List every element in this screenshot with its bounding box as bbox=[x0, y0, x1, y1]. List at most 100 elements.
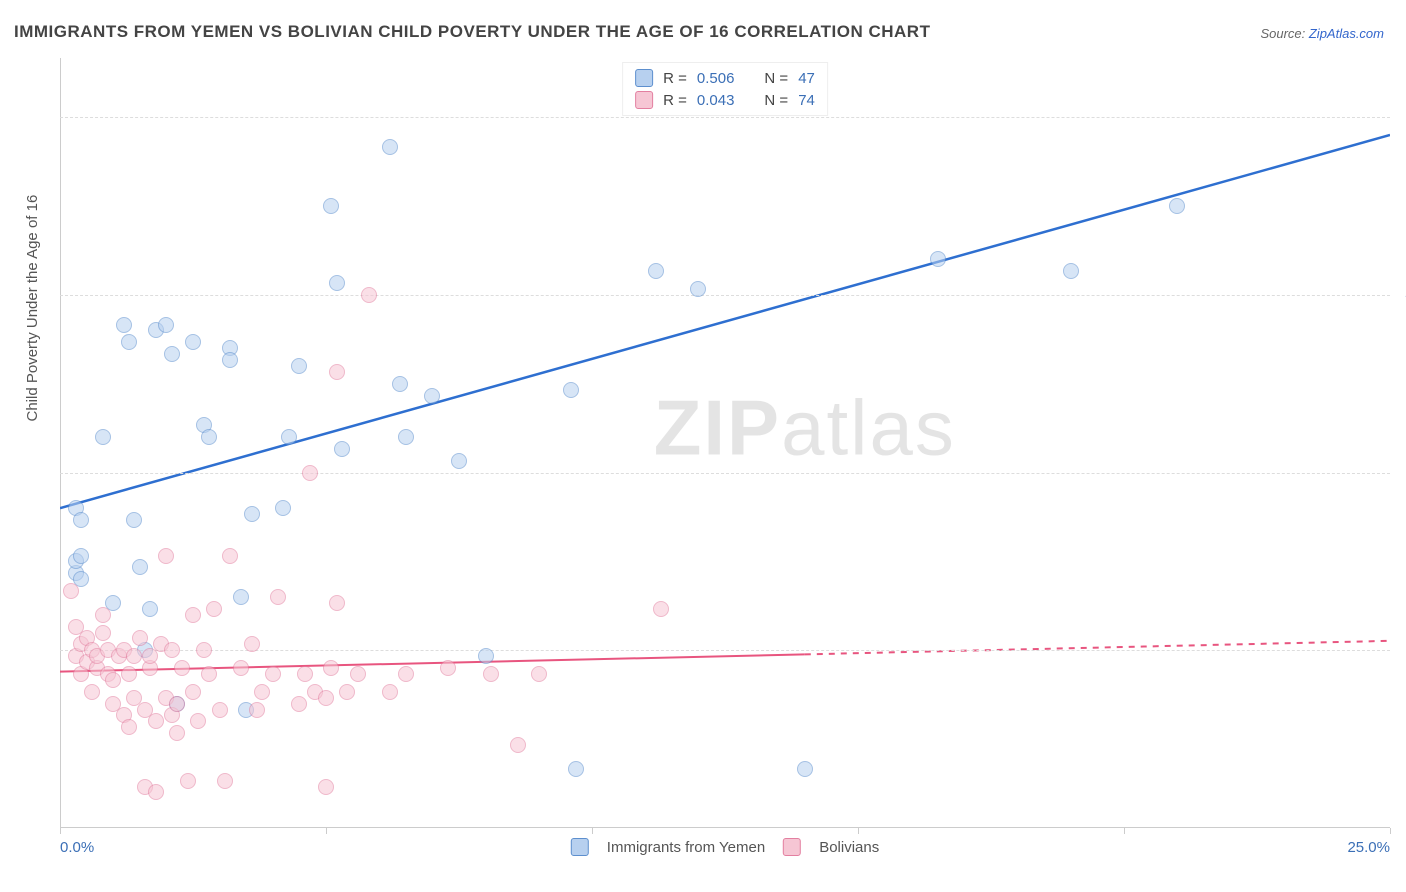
scatter-point-yemen bbox=[329, 275, 345, 291]
scatter-point-bolivians bbox=[291, 696, 307, 712]
y-axis-line bbox=[60, 58, 61, 828]
scatter-point-bolivians bbox=[212, 702, 228, 718]
scatter-point-bolivians bbox=[148, 784, 164, 800]
scatter-point-bolivians bbox=[95, 625, 111, 641]
plot-area: ZIPatlas R = 0.506 N = 47 R = 0.043 N = … bbox=[60, 58, 1390, 828]
scatter-point-bolivians bbox=[196, 642, 212, 658]
scatter-point-yemen bbox=[1169, 198, 1185, 214]
scatter-point-yemen bbox=[233, 589, 249, 605]
scatter-point-bolivians bbox=[244, 636, 260, 652]
scatter-point-bolivians bbox=[169, 696, 185, 712]
scatter-point-bolivians bbox=[318, 779, 334, 795]
scatter-point-yemen bbox=[73, 512, 89, 528]
scatter-point-yemen bbox=[121, 334, 137, 350]
gridline bbox=[60, 295, 1390, 296]
scatter-point-yemen bbox=[73, 548, 89, 564]
x-tick-label: 0.0% bbox=[60, 839, 94, 856]
scatter-point-bolivians bbox=[302, 465, 318, 481]
legend-series-box: Immigrants from Yemen Bolivians bbox=[571, 838, 879, 856]
scatter-point-yemen bbox=[275, 500, 291, 516]
scatter-point-bolivians bbox=[185, 684, 201, 700]
scatter-point-bolivians bbox=[217, 773, 233, 789]
scatter-point-yemen bbox=[323, 198, 339, 214]
watermark-light: atlas bbox=[781, 383, 956, 471]
scatter-point-bolivians bbox=[297, 666, 313, 682]
gridline bbox=[60, 117, 1390, 118]
r-label-text: R = bbox=[663, 70, 687, 87]
n-value-yemen: 47 bbox=[798, 70, 815, 87]
gridline bbox=[60, 650, 1390, 651]
scatter-point-yemen bbox=[1063, 263, 1079, 279]
scatter-point-bolivians bbox=[440, 660, 456, 676]
scatter-point-yemen bbox=[478, 648, 494, 664]
scatter-point-bolivians bbox=[254, 684, 270, 700]
y-tick-label: 15.0% bbox=[1398, 642, 1406, 659]
x-tick bbox=[858, 828, 859, 834]
source-prefix: Source: bbox=[1260, 26, 1308, 41]
x-tick bbox=[592, 828, 593, 834]
scatter-point-yemen bbox=[424, 388, 440, 404]
gridline bbox=[60, 473, 1390, 474]
source-link[interactable]: ZipAtlas.com bbox=[1309, 26, 1384, 41]
scatter-point-yemen bbox=[648, 263, 664, 279]
scatter-point-yemen bbox=[132, 559, 148, 575]
scatter-point-bolivians bbox=[510, 737, 526, 753]
scatter-point-yemen bbox=[126, 512, 142, 528]
x-axis-line bbox=[60, 827, 1390, 828]
scatter-point-yemen bbox=[690, 281, 706, 297]
scatter-point-yemen bbox=[392, 376, 408, 392]
scatter-point-yemen bbox=[281, 429, 297, 445]
n-label-text: N = bbox=[764, 70, 788, 87]
scatter-point-yemen bbox=[201, 429, 217, 445]
scatter-point-yemen bbox=[451, 453, 467, 469]
scatter-point-yemen bbox=[291, 358, 307, 374]
legend-row-yemen: R = 0.506 N = 47 bbox=[635, 67, 815, 89]
n-value-bolivians: 74 bbox=[798, 92, 815, 109]
scatter-point-bolivians bbox=[132, 630, 148, 646]
y-tick-label: 45.0% bbox=[1398, 286, 1406, 303]
watermark-text: ZIPatlas bbox=[654, 382, 956, 473]
scatter-point-bolivians bbox=[323, 660, 339, 676]
scatter-point-bolivians bbox=[483, 666, 499, 682]
scatter-point-yemen bbox=[334, 441, 350, 457]
scatter-point-bolivians bbox=[233, 660, 249, 676]
scatter-point-bolivians bbox=[63, 583, 79, 599]
scatter-point-bolivians bbox=[190, 713, 206, 729]
scatter-point-bolivians bbox=[148, 713, 164, 729]
scatter-point-bolivians bbox=[222, 548, 238, 564]
legend-label-bolivians: Bolivians bbox=[819, 839, 879, 856]
scatter-point-yemen bbox=[382, 139, 398, 155]
scatter-point-bolivians bbox=[169, 725, 185, 741]
legend-correlation-box: R = 0.506 N = 47 R = 0.043 N = 74 bbox=[622, 62, 828, 116]
scatter-point-bolivians bbox=[270, 589, 286, 605]
scatter-point-bolivians bbox=[201, 666, 217, 682]
x-tick-label: 25.0% bbox=[1347, 839, 1390, 856]
y-tick-label: 30.0% bbox=[1398, 464, 1406, 481]
chart-container: IMMIGRANTS FROM YEMEN VS BOLIVIAN CHILD … bbox=[0, 0, 1406, 892]
scatter-point-yemen bbox=[185, 334, 201, 350]
n-label-text: N = bbox=[764, 92, 788, 109]
scatter-point-yemen bbox=[222, 352, 238, 368]
x-tick bbox=[326, 828, 327, 834]
scatter-point-yemen bbox=[563, 382, 579, 398]
y-axis-label: Child Poverty Under the Age of 16 bbox=[24, 195, 41, 422]
scatter-point-bolivians bbox=[174, 660, 190, 676]
scatter-point-yemen bbox=[142, 601, 158, 617]
scatter-point-yemen bbox=[158, 317, 174, 333]
swatch-yemen-icon bbox=[571, 838, 589, 856]
scatter-point-yemen bbox=[568, 761, 584, 777]
scatter-point-bolivians bbox=[339, 684, 355, 700]
scatter-point-bolivians bbox=[318, 690, 334, 706]
scatter-point-bolivians bbox=[84, 684, 100, 700]
x-tick bbox=[60, 828, 61, 834]
scatter-point-bolivians bbox=[531, 666, 547, 682]
r-value-bolivians: 0.043 bbox=[697, 92, 735, 109]
r-value-yemen: 0.506 bbox=[697, 70, 735, 87]
scatter-point-bolivians bbox=[206, 601, 222, 617]
scatter-point-bolivians bbox=[329, 364, 345, 380]
y-tick-label: 60.0% bbox=[1398, 109, 1406, 126]
x-tick bbox=[1124, 828, 1125, 834]
scatter-point-bolivians bbox=[265, 666, 281, 682]
scatter-point-bolivians bbox=[126, 648, 142, 664]
scatter-point-bolivians bbox=[95, 607, 111, 623]
